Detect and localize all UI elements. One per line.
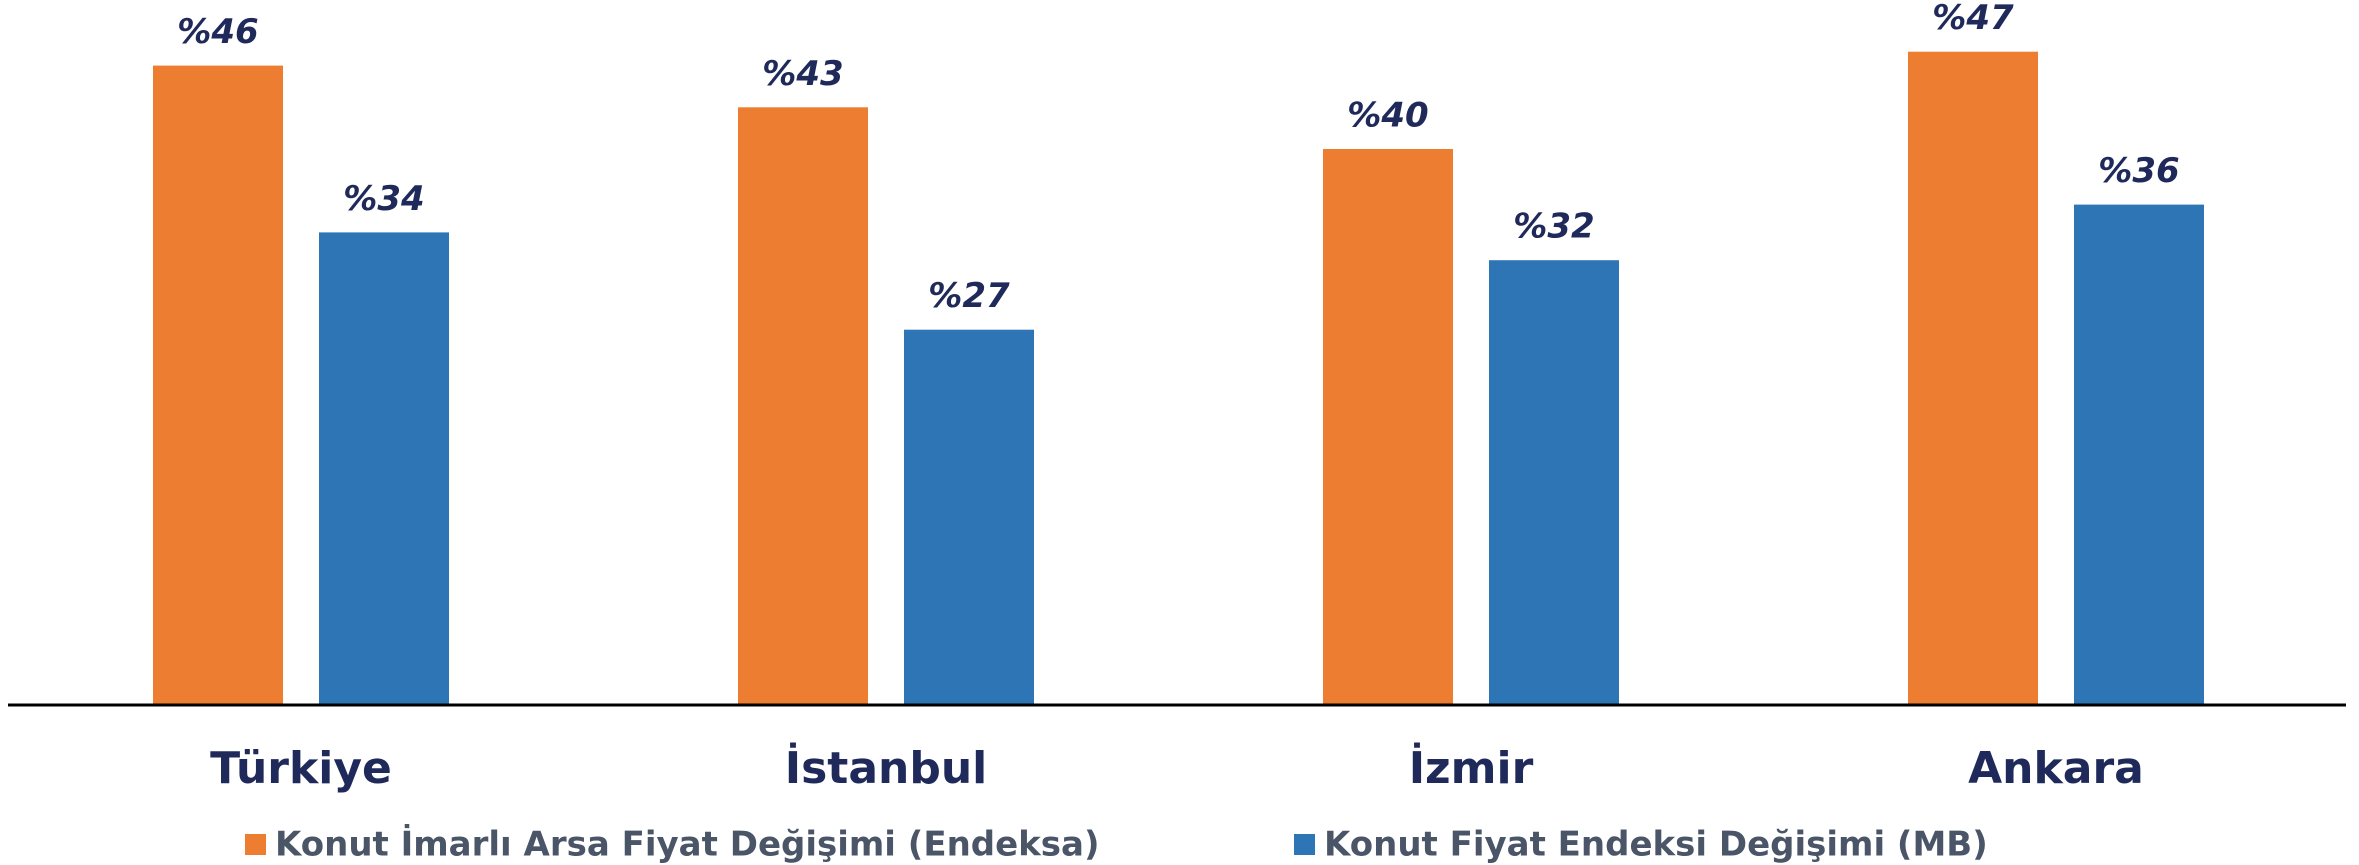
bar — [153, 65, 283, 706]
bar — [319, 232, 449, 705]
legend-swatch — [1294, 834, 1315, 855]
legend-label: Konut İmarlı Arsa Fiyat Değişimi (Endeks… — [275, 824, 1100, 865]
bar — [1908, 51, 2038, 705]
value-label: %32 — [1513, 207, 1594, 247]
x-tick-label: Türkiye — [210, 743, 392, 794]
bar — [2074, 204, 2204, 705]
x-tick-label: İzmir — [1409, 741, 1534, 794]
value-label: %36 — [2098, 151, 2179, 191]
value-label: %34 — [343, 179, 424, 219]
value-label: %40 — [1347, 96, 1428, 136]
bar — [738, 107, 868, 706]
bar — [1489, 260, 1619, 705]
x-tick-label: İstanbul — [785, 741, 988, 794]
x-tick-label: Ankara — [1968, 743, 2144, 794]
value-label: %46 — [177, 12, 258, 52]
bar — [1323, 149, 1453, 705]
value-label: %27 — [928, 276, 1010, 316]
legend-label: Konut Fiyat Endeksi Değişimi (MB) — [1324, 825, 1988, 865]
value-label: %47 — [1932, 0, 2014, 38]
bar — [904, 329, 1034, 705]
value-label: %43 — [762, 54, 843, 94]
legend-swatch — [245, 834, 266, 855]
